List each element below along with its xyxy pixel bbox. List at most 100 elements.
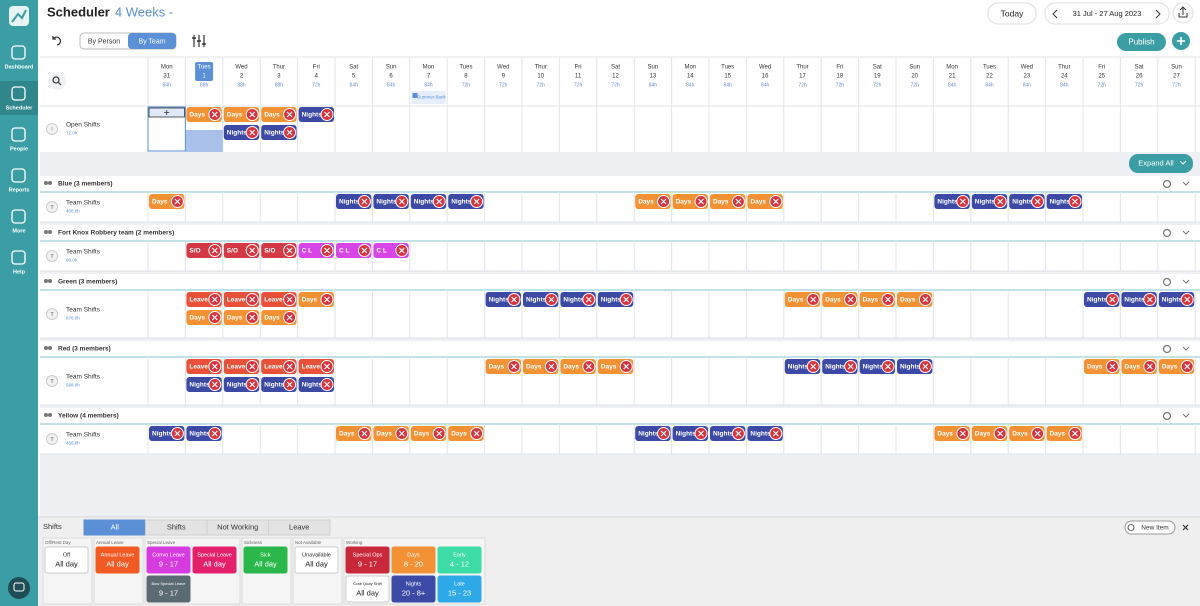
remove-icon — [174, 430, 181, 437]
sidebar-label[interactable]: Reports — [9, 187, 30, 193]
day-hours: 72h — [312, 82, 321, 88]
today-label: Today — [1001, 8, 1024, 18]
by-team-button[interactable]: By Team — [138, 38, 165, 45]
day-number: 16 — [762, 74, 769, 80]
remove-icon — [922, 296, 929, 303]
team-collapse[interactable] — [1182, 181, 1190, 186]
shift-template[interactable] — [345, 546, 390, 574]
sidebar-icon[interactable] — [11, 250, 26, 265]
shift-template[interactable] — [243, 546, 288, 574]
holiday-icon — [412, 93, 418, 98]
team-settings[interactable] — [1162, 344, 1172, 354]
remove-icon — [436, 198, 443, 205]
shift-template[interactable] — [391, 575, 436, 603]
palette-tab[interactable] — [268, 519, 331, 536]
shift-template[interactable] — [437, 546, 482, 574]
team-settings[interactable] — [1162, 228, 1172, 238]
expand-all-button[interactable] — [1129, 154, 1193, 173]
shift-label: Days — [638, 199, 654, 206]
row-label: Open Shifts — [66, 122, 101, 129]
day-name: Thur — [535, 65, 547, 71]
shift-label: Nights — [526, 297, 547, 304]
shift-template[interactable] — [391, 546, 436, 574]
team-settings[interactable] — [1162, 277, 1172, 287]
remove-icon — [772, 198, 779, 205]
team-collapse[interactable] — [1182, 279, 1190, 284]
today-button[interactable] — [987, 2, 1037, 25]
close-palette — [1182, 524, 1189, 531]
view-selector[interactable]: 4 Weeks - — [115, 4, 173, 19]
shift-template[interactable] — [44, 546, 89, 574]
sidebar-label[interactable]: People — [10, 146, 28, 152]
team-settings[interactable] — [1162, 411, 1172, 421]
row-hours: 408.0h — [66, 209, 80, 214]
day-name: Tues — [459, 65, 472, 71]
team-settings[interactable] — [1162, 179, 1172, 189]
day-number: 20 — [911, 74, 918, 80]
shift-label: Days — [152, 199, 168, 206]
logo-mark — [11, 9, 27, 23]
sidebar-icon[interactable] — [11, 45, 26, 60]
new-item-button[interactable] — [1124, 520, 1176, 535]
day-hours: 72h — [537, 82, 546, 88]
remove-icon — [1109, 296, 1116, 303]
by-person-button[interactable]: By Person — [88, 38, 120, 45]
remove-icon — [1072, 430, 1078, 437]
day-hours: 84h — [424, 82, 433, 88]
day-number: 7 — [427, 74, 431, 80]
shift-template[interactable] — [146, 575, 191, 603]
sidebar-label[interactable]: More — [12, 228, 25, 234]
team-icon — [48, 346, 52, 350]
shift-template[interactable] — [146, 546, 191, 574]
remove-icon — [511, 363, 517, 370]
shift-label: Days — [825, 297, 841, 304]
shift-template[interactable] — [95, 546, 140, 574]
day-hours: 84h — [948, 82, 957, 88]
shift-label: Leave — [227, 297, 246, 304]
shift-label: S/O — [227, 248, 238, 255]
sidebar-icon[interactable] — [11, 209, 26, 224]
sidebar-label[interactable]: Help — [13, 269, 26, 275]
remove-icon — [1072, 198, 1078, 205]
sidebar-icon[interactable] — [11, 168, 26, 183]
prev-arrow[interactable] — [1052, 9, 1058, 19]
day-number: 14 — [687, 74, 694, 80]
remove-icon — [398, 198, 405, 205]
template-time: All day — [55, 559, 78, 568]
day-number: 5 — [352, 74, 356, 80]
team-collapse[interactable] — [1182, 230, 1190, 235]
section-gap — [40, 405, 1200, 408]
shift-label: Nights — [1124, 297, 1145, 304]
remove-icon — [585, 363, 592, 370]
shift-label: Days — [1012, 431, 1028, 438]
template-time: 9 - 17 — [159, 588, 178, 597]
day-name: Sun — [1171, 65, 1182, 71]
team-collapse[interactable] — [1182, 413, 1190, 418]
remove-icon — [997, 430, 1004, 437]
remove-icon — [324, 296, 330, 303]
sidebar-label[interactable]: Scheduler — [6, 105, 33, 111]
chat-button[interactable] — [8, 577, 30, 599]
remove-icon — [698, 430, 704, 437]
next-arrow[interactable] — [1155, 9, 1161, 19]
undo-button[interactable] — [52, 36, 61, 46]
team-collapse[interactable] — [1182, 346, 1190, 351]
shift-label: Leave — [189, 297, 208, 304]
search-button[interactable] — [48, 72, 66, 90]
shift-template[interactable] — [192, 546, 237, 574]
shift-label: C L — [376, 248, 387, 255]
sidebar-icon[interactable] — [11, 86, 26, 101]
shift-template[interactable] — [294, 546, 339, 574]
day-number: 21 — [949, 74, 956, 80]
shift-label: Nights — [638, 431, 659, 438]
shift-label: Nights — [451, 199, 472, 206]
sidebar-icon[interactable] — [11, 127, 26, 142]
new-item-label: New Item — [1141, 525, 1168, 532]
add-open-shift[interactable] — [147, 106, 186, 152]
shift-template[interactable] — [345, 575, 390, 603]
publish-button[interactable] — [1117, 33, 1166, 51]
shift-template[interactable] — [437, 575, 482, 603]
sidebar-label[interactable]: Dashboard — [5, 64, 34, 70]
